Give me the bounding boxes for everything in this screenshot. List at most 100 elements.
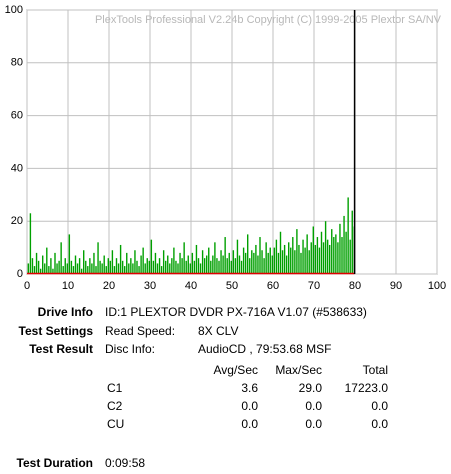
bar	[234, 258, 237, 274]
duration-value: 0:09:58	[105, 456, 145, 470]
bar	[197, 258, 200, 274]
bar	[97, 242, 99, 274]
bar	[298, 244, 300, 274]
bar	[300, 252, 302, 274]
bar	[74, 255, 77, 274]
x-tick-label: 50	[226, 280, 238, 292]
bar	[316, 237, 319, 274]
bar	[109, 260, 112, 274]
bar	[121, 260, 124, 274]
bar	[140, 255, 142, 274]
bar	[37, 260, 40, 274]
bar	[165, 260, 167, 274]
bar	[349, 239, 351, 274]
bar	[347, 197, 349, 274]
bar	[322, 242, 325, 274]
x-tick-label: 30	[144, 280, 156, 292]
bar	[212, 255, 214, 274]
results-header: Max/Sec	[275, 363, 322, 377]
bar	[146, 258, 148, 274]
bar	[220, 250, 222, 274]
bar	[306, 234, 308, 274]
duration-label: Test Duration	[17, 456, 93, 470]
y-tick-label: 0	[17, 268, 23, 280]
bar	[46, 247, 48, 274]
x-tick-label: 40	[185, 280, 197, 292]
results-cell: 0.0	[305, 417, 322, 431]
results-row-label: C1	[107, 381, 123, 395]
bar	[244, 252, 247, 274]
x-tick-label: 0	[24, 280, 30, 292]
bar	[218, 260, 220, 274]
bar	[107, 258, 109, 274]
bar	[206, 255, 208, 274]
bar	[314, 244, 317, 274]
bar	[273, 247, 276, 274]
bar	[292, 237, 294, 274]
bar	[224, 237, 226, 274]
results-header: Total	[363, 363, 388, 377]
info-label: Drive Info	[38, 305, 93, 319]
bar	[253, 252, 255, 274]
bar	[132, 263, 134, 274]
bar	[312, 226, 314, 274]
bar	[44, 263, 46, 274]
bar	[240, 260, 243, 274]
bar	[35, 252, 38, 274]
bar	[138, 266, 140, 274]
y-tick-label: 20	[11, 215, 23, 227]
bar	[160, 266, 163, 274]
bar	[195, 244, 198, 274]
info-key: Disc Info:	[105, 342, 155, 356]
x-tick-label: 10	[62, 280, 74, 292]
y-tick-label: 40	[11, 162, 23, 174]
bar	[162, 250, 165, 274]
x-tick-label: 70	[308, 280, 320, 292]
bar	[117, 263, 120, 274]
bar	[203, 258, 206, 274]
bar	[150, 239, 153, 274]
bar	[283, 244, 286, 274]
bar	[83, 250, 85, 274]
bar	[265, 242, 267, 274]
bar	[119, 244, 122, 274]
bar	[128, 263, 130, 274]
results-header: Avg/Sec	[214, 363, 258, 377]
bar	[167, 255, 169, 274]
bar	[85, 260, 87, 274]
bar	[294, 250, 296, 274]
bar	[33, 266, 36, 274]
bar	[115, 258, 118, 274]
bar	[290, 247, 292, 274]
x-tick-label: 20	[103, 280, 115, 292]
bar	[148, 260, 150, 274]
bar	[267, 252, 269, 274]
bar	[308, 250, 310, 274]
bar	[335, 234, 337, 274]
info-value: ID:1 PLEXTOR DVDR PX-716A V1.07 (#538633…	[105, 305, 367, 319]
info-label: Test Result	[29, 342, 93, 356]
bar	[187, 255, 189, 274]
bar	[78, 258, 81, 274]
info-value: AudioCD , 79:53.68 MSF	[198, 342, 331, 356]
x-tick-label: 60	[267, 280, 279, 292]
info-label: Test Settings	[19, 324, 94, 338]
bar	[27, 263, 30, 274]
bar	[191, 252, 194, 274]
bar	[255, 244, 257, 274]
results-row-label: C2	[107, 399, 123, 413]
bar	[29, 213, 32, 274]
bar	[337, 242, 339, 274]
results-cell: 0.0	[241, 399, 258, 413]
bar	[249, 258, 251, 274]
bar	[58, 260, 60, 274]
bar	[185, 260, 187, 274]
bar	[52, 268, 54, 274]
bar	[126, 252, 128, 274]
bar	[50, 258, 52, 274]
results-cell: 3.6	[241, 381, 258, 395]
bar	[320, 231, 323, 274]
bar	[101, 263, 103, 274]
bar	[152, 260, 155, 274]
